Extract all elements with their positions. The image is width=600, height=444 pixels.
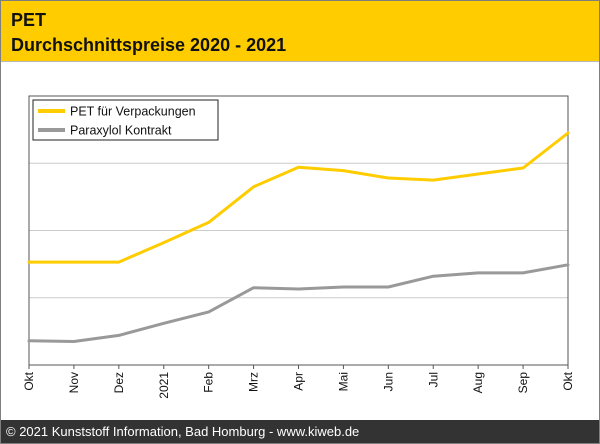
x-tick-label-9: Jul [426, 372, 440, 387]
page-title: PET [11, 10, 47, 30]
x-tick-label-2: Dez [112, 372, 126, 393]
footer-bar: © 2021 Kunststoff Information, Bad Hombu… [1, 420, 599, 443]
x-tick-label-11: Sep [516, 372, 530, 394]
x-tick-label-6: Apr [292, 372, 306, 391]
legend-label-1: Paraxylol Kontrakt [70, 124, 172, 138]
x-tick-label-0: Okt [22, 371, 36, 390]
x-tick-label-10: Aug [471, 372, 485, 393]
page-subtitle: Durchschnittspreise 2020 - 2021 [11, 35, 287, 55]
series-line-0 [27, 131, 570, 264]
x-tick-label-4: Feb [202, 372, 216, 393]
x-tick-label-7: Mai [336, 372, 350, 391]
x-tick-label-8: Jun [381, 372, 395, 391]
line-chart: Okt Nov Dez 2021 Feb Mrz Apr Mai Jun Jul Aug Sep Okt… [22, 95, 575, 399]
copyright-text: © 2021 Kunststoff Information, Bad Hombu… [6, 424, 360, 439]
legend-box [32, 99, 219, 141]
series-line-1 [27, 263, 570, 343]
header-bar: PET Durchschnittspreise 2020 - 2021 [1, 1, 599, 62]
legend-label-0: PET für Verpackungen [70, 105, 196, 119]
x-tick-label-5: Mrz [247, 372, 261, 392]
x-tick-label-3: 2021 [157, 372, 171, 399]
x-tick-label-1: Nov [67, 372, 81, 393]
x-tick-label-12: Okt [561, 371, 575, 390]
